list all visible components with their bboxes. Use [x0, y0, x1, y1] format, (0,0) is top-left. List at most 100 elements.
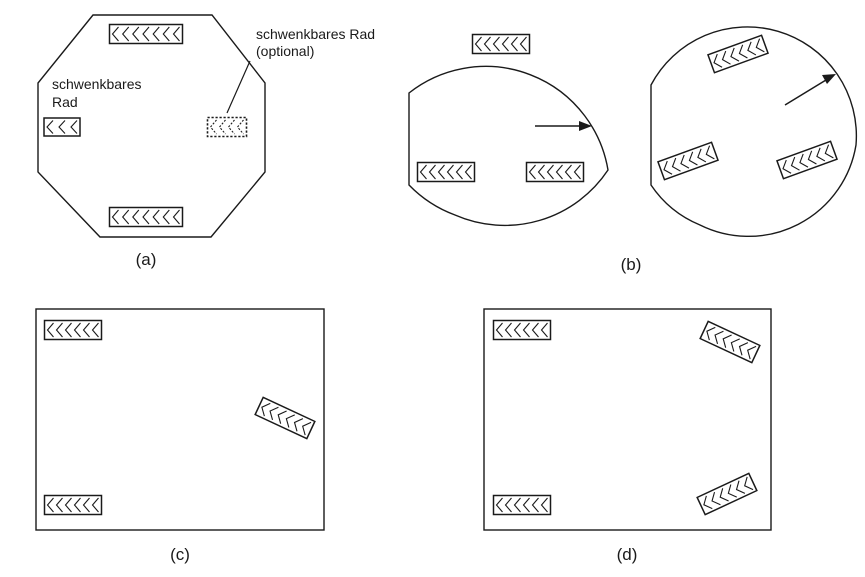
wheel-tread-chevron: [555, 164, 563, 180]
wheel-tread-chevron: [738, 342, 749, 356]
wheel-tread-chevron: [121, 209, 130, 225]
wheel-tread-chevron: [446, 164, 454, 180]
wheel-tread-chevron: [82, 322, 90, 338]
wheel-tread-chevron: [744, 476, 754, 491]
wheel-tread-chevron: [501, 36, 509, 52]
castor-wheel-left: [43, 117, 81, 137]
wheel-top-left: [492, 319, 552, 341]
wheel-frame: [108, 23, 184, 45]
wheel-frame: [657, 141, 719, 181]
wheel-bottom-left: [43, 494, 103, 516]
castor-wheel-right-optional: [206, 116, 248, 138]
wheel-tread-chevron: [730, 47, 740, 62]
wheel-tread-chevron: [531, 497, 539, 513]
wheel-tread-chevron: [671, 157, 681, 172]
panel-c: (c): [35, 308, 325, 564]
wheel-tread-chevron: [64, 322, 72, 338]
wheel-tread-chevron: [522, 497, 530, 513]
wheel-tread-chevron: [824, 144, 834, 159]
wheel-tread-chevron: [82, 497, 90, 513]
wheel-tread-chevron: [261, 402, 271, 417]
wheel-tread-chevron: [132, 26, 140, 42]
wheel-tread-chevron: [706, 326, 716, 341]
caption-c: (c): [170, 545, 190, 564]
wheel-right-steered: [254, 396, 316, 440]
wheel-top-left: [43, 319, 103, 341]
wheel-tread-chevron: [495, 497, 503, 513]
wheel-tread-chevron: [58, 120, 66, 134]
wheel-tread-chevron: [121, 26, 130, 42]
wheel-tread-chevron: [703, 495, 713, 510]
wheel-rear: [108, 206, 184, 228]
wheel-tread-chevron: [46, 322, 54, 338]
wheel-tread-chevron: [162, 26, 170, 42]
motion-arrowhead-diagonal: [822, 74, 836, 84]
wheel-tread-chevron: [747, 345, 757, 360]
wheel-tread-chevron: [504, 322, 512, 338]
wheel-tread-chevron: [519, 36, 527, 52]
wheel-top: [471, 33, 531, 55]
wheel-top-right-steered: [699, 320, 761, 364]
caption-b: (b): [621, 255, 642, 274]
wheel-tread-chevron: [73, 322, 81, 338]
left-castor-label-line1: schwenkbares: [52, 76, 142, 92]
wheel-bottom-right-rotated: [776, 140, 838, 180]
wheel-tread-chevron: [504, 497, 512, 513]
wheel-tread-chevron: [483, 36, 491, 52]
wheel-tread-chevron: [730, 338, 740, 352]
wheel-tread-chevron: [91, 322, 99, 338]
optional-castor-pointer: [226, 60, 251, 114]
wheel-tread-chevron: [46, 120, 54, 134]
wheel-frame: [707, 34, 769, 74]
wheel-tread-chevron: [573, 164, 581, 180]
wheel-frame: [108, 206, 184, 228]
wheel-tread-chevron: [755, 38, 765, 53]
wheel-frame: [696, 472, 758, 516]
wheel-tread-chevron: [55, 497, 63, 513]
wheel-tread-chevron: [816, 147, 826, 162]
wheel-bottom-right: [525, 161, 585, 183]
panel-a: schwenkbares Rad schwenkbares Rad (optio…: [37, 14, 375, 269]
wheel-tread-chevron: [564, 164, 572, 180]
wheel-tread-chevron: [46, 497, 54, 513]
wheel-tread-chevron: [152, 26, 160, 42]
wheel-tread-chevron: [513, 322, 521, 338]
wheel-tread-chevron: [236, 119, 244, 135]
wheel-tread-chevron: [528, 164, 536, 180]
wheel-frame: [206, 116, 248, 138]
wheel-frame: [776, 140, 838, 180]
octagon-chassis: [37, 14, 266, 238]
wheel-tread-chevron: [428, 164, 436, 180]
wheel-tread-chevron: [152, 209, 160, 225]
wheel-bottom-right-steered: [696, 472, 758, 516]
wheel-bottom-left-rotated: [657, 141, 719, 181]
wheel-tread-chevron: [546, 164, 554, 180]
wheel-bottom-left: [492, 494, 552, 516]
wheel-tread-chevron: [727, 484, 737, 498]
right-castor-label-line1: schwenkbares Rad: [256, 26, 375, 42]
wheel-tread-chevron: [713, 53, 723, 68]
wheel-tread-chevron: [172, 26, 180, 42]
wheel-top-rotated: [707, 34, 769, 74]
wheel-tread-chevron: [474, 36, 482, 52]
wheel-tread-chevron: [721, 50, 731, 65]
wheel-tread-chevron: [738, 44, 748, 59]
wheel-tread-chevron: [663, 160, 673, 175]
circle-chassis-right: [650, 26, 858, 238]
wheel-tread-chevron: [91, 497, 99, 513]
caption-d: (d): [617, 545, 638, 564]
wheel-tread-chevron: [111, 209, 119, 225]
wheel-tread-chevron: [747, 41, 757, 56]
wheel-tread-chevron: [799, 153, 809, 168]
wheel-tread-chevron: [719, 488, 729, 502]
circle-chassis-left: [408, 65, 609, 227]
wheel-tread-chevron: [697, 148, 707, 163]
wheel-tread-chevron: [688, 151, 698, 166]
wheel-tread-chevron: [510, 36, 518, 52]
wheel-frame: [43, 117, 81, 137]
wheel-tread-chevron: [285, 414, 295, 428]
wheel-tread-chevron: [227, 119, 235, 135]
wheel-tread-chevron: [714, 330, 724, 345]
wheel-tread-chevron: [495, 322, 503, 338]
